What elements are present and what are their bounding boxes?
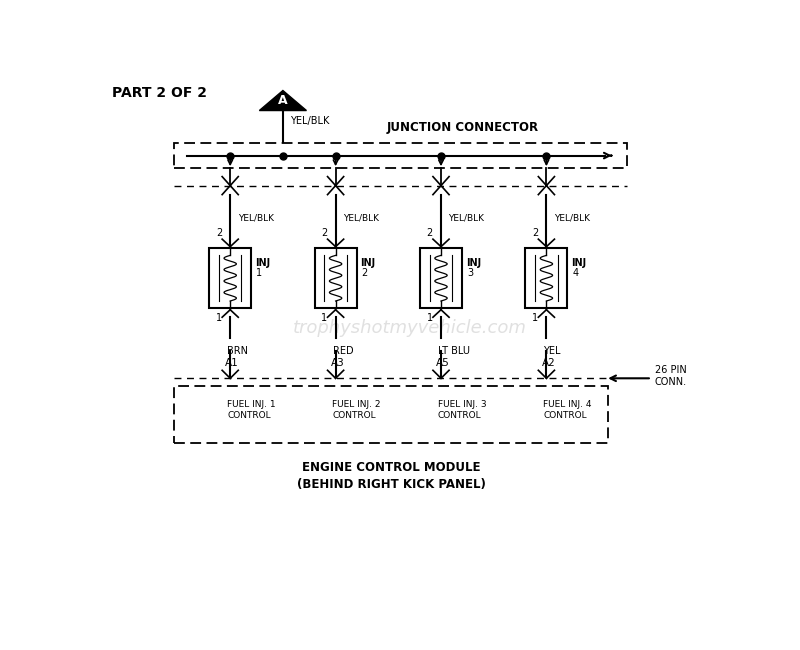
Text: A: A [278, 94, 288, 107]
Text: 1: 1 [532, 313, 538, 323]
Text: LT BLU: LT BLU [438, 346, 470, 356]
Text: A1: A1 [226, 358, 239, 368]
Text: 3: 3 [467, 268, 473, 278]
Text: 1: 1 [427, 313, 433, 323]
Text: YEL/BLK: YEL/BLK [290, 116, 330, 125]
Text: 26 PIN
CONN.: 26 PIN CONN. [655, 365, 687, 387]
Text: YEL/BLK: YEL/BLK [449, 214, 485, 223]
Text: PART 2 OF 2: PART 2 OF 2 [112, 86, 207, 99]
Text: 4: 4 [573, 268, 578, 278]
Text: YEL/BLK: YEL/BLK [343, 214, 379, 223]
Bar [420, 248, 462, 308]
Bar [526, 248, 567, 308]
Text: 2: 2 [322, 228, 327, 238]
Text: 2: 2 [362, 268, 368, 278]
Text: 2: 2 [426, 228, 433, 238]
Text: A5: A5 [436, 358, 450, 368]
Text: ENGINE CONTROL MODULE
(BEHIND RIGHT KICK PANEL): ENGINE CONTROL MODULE (BEHIND RIGHT KICK… [297, 461, 486, 491]
Text: INJ: INJ [571, 258, 586, 268]
Text: FUEL INJ. 3
CONTROL: FUEL INJ. 3 CONTROL [438, 400, 486, 420]
Bar [174, 143, 627, 168]
Text: trophyshotmyvehicle.com: trophyshotmyvehicle.com [293, 319, 527, 337]
Text: RED: RED [333, 346, 353, 356]
Bar [174, 386, 608, 443]
Text: 2: 2 [532, 228, 538, 238]
Text: 1: 1 [322, 313, 327, 323]
Text: 1: 1 [256, 268, 262, 278]
Text: JUNCTION CONNECTOR: JUNCTION CONNECTOR [386, 121, 538, 134]
Text: YEL: YEL [543, 346, 561, 356]
Text: INJ: INJ [466, 258, 481, 268]
Text: 2: 2 [216, 228, 222, 238]
Polygon shape [259, 90, 306, 110]
Text: A2: A2 [542, 358, 555, 368]
Text: A3: A3 [330, 358, 344, 368]
Text: FUEL INJ. 4
CONTROL: FUEL INJ. 4 CONTROL [543, 400, 592, 420]
Text: INJ: INJ [255, 258, 270, 268]
Text: FUEL INJ. 2
CONTROL: FUEL INJ. 2 CONTROL [333, 400, 381, 420]
Text: BRN: BRN [227, 346, 248, 356]
Bar [209, 248, 251, 308]
Text: 1: 1 [216, 313, 222, 323]
Bar [314, 248, 357, 308]
Text: YEL/BLK: YEL/BLK [554, 214, 590, 223]
Text: FUEL INJ. 1
CONTROL: FUEL INJ. 1 CONTROL [227, 400, 276, 420]
Text: YEL/BLK: YEL/BLK [238, 214, 274, 223]
Text: INJ: INJ [361, 258, 375, 268]
